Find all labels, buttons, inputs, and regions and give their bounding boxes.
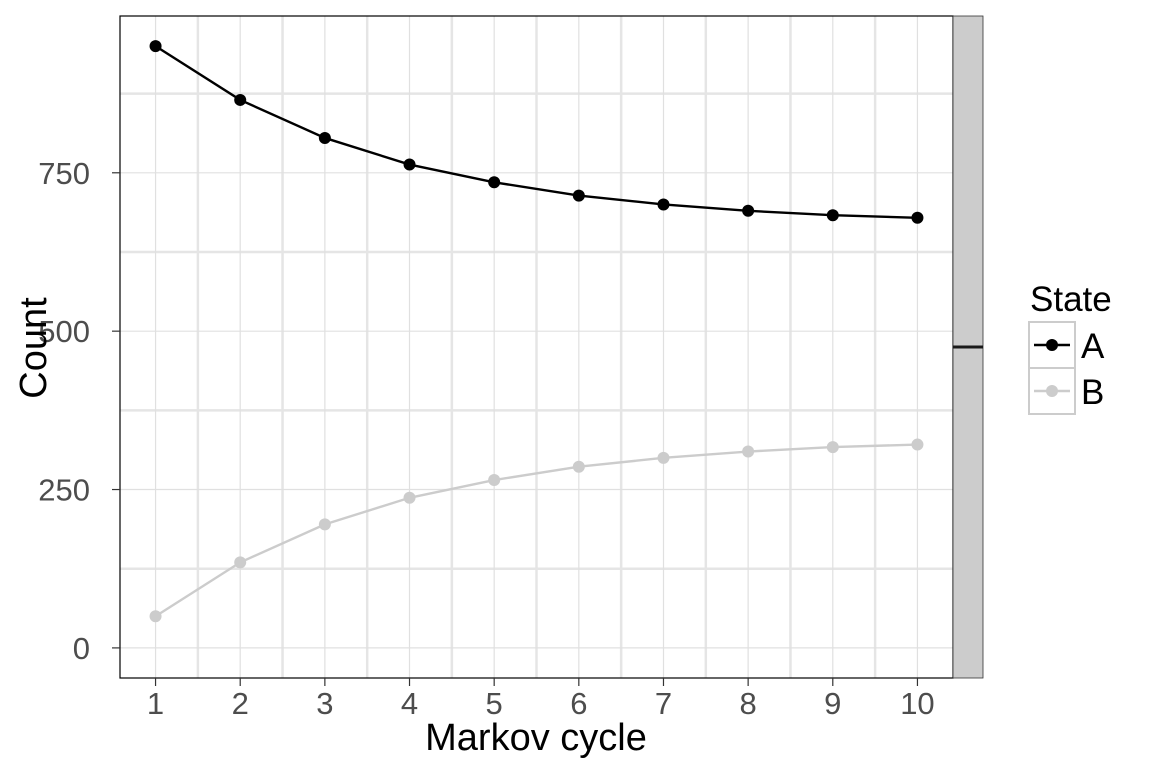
x-tick-label: 8 (740, 686, 757, 721)
data-point-B (826, 441, 839, 454)
y-tick-label: 250 (38, 473, 90, 508)
data-point-A (488, 176, 501, 189)
legend-label-A: A (1081, 327, 1105, 366)
data-point-B (318, 518, 331, 531)
legend-title: State (1030, 280, 1112, 319)
x-tick-label: 9 (824, 686, 841, 721)
legend-label-B: B (1081, 373, 1104, 412)
legend-key-point (1046, 339, 1058, 351)
x-tick-label: 7 (655, 686, 672, 721)
data-point-B (149, 610, 162, 623)
data-point-B (911, 438, 924, 451)
x-axis-title: Markov cycle (425, 717, 647, 759)
data-point-B (488, 474, 501, 487)
data-point-B (234, 556, 247, 569)
data-point-A (318, 131, 331, 144)
y-axis-ticks: 0 250 500 750 (38, 156, 120, 666)
data-point-B (403, 491, 416, 504)
legend-items: AB (1028, 321, 1105, 415)
y-tick-label: 0 (73, 631, 90, 666)
y-tick-label: 750 (38, 156, 90, 191)
x-tick-label: 4 (401, 686, 418, 721)
x-tick-label: 6 (570, 686, 587, 721)
y-tick-label: 500 (38, 314, 90, 349)
data-point-B (657, 451, 670, 464)
series-line-B (154, 443, 918, 618)
data-point-A (742, 204, 755, 217)
x-tick-label: 5 (486, 686, 503, 721)
data-point-A (572, 189, 585, 202)
x-axis-ticks: 1 2 3 4 5 6 7 8 9 10 (147, 678, 935, 721)
legend-key-point (1046, 385, 1058, 397)
data-point-A (826, 209, 839, 222)
series-points (149, 40, 924, 623)
data-point-A (234, 93, 247, 106)
grid-major (120, 16, 953, 678)
data-point-A (149, 40, 162, 53)
x-tick-label: 1 (147, 686, 164, 721)
data-point-B (572, 460, 585, 473)
data-point-A (657, 198, 670, 211)
data-point-B (742, 445, 755, 458)
y-axis-title: Count (13, 297, 55, 399)
x-tick-label: 2 (232, 686, 249, 721)
x-tick-label: 10 (900, 686, 934, 721)
legend: State AB (1028, 280, 1112, 415)
series-line-A (154, 45, 918, 219)
series-lines (154, 45, 918, 618)
x-tick-label: 3 (316, 686, 333, 721)
grid-minor (120, 16, 953, 678)
data-point-A (911, 211, 924, 224)
data-point-A (403, 158, 416, 171)
